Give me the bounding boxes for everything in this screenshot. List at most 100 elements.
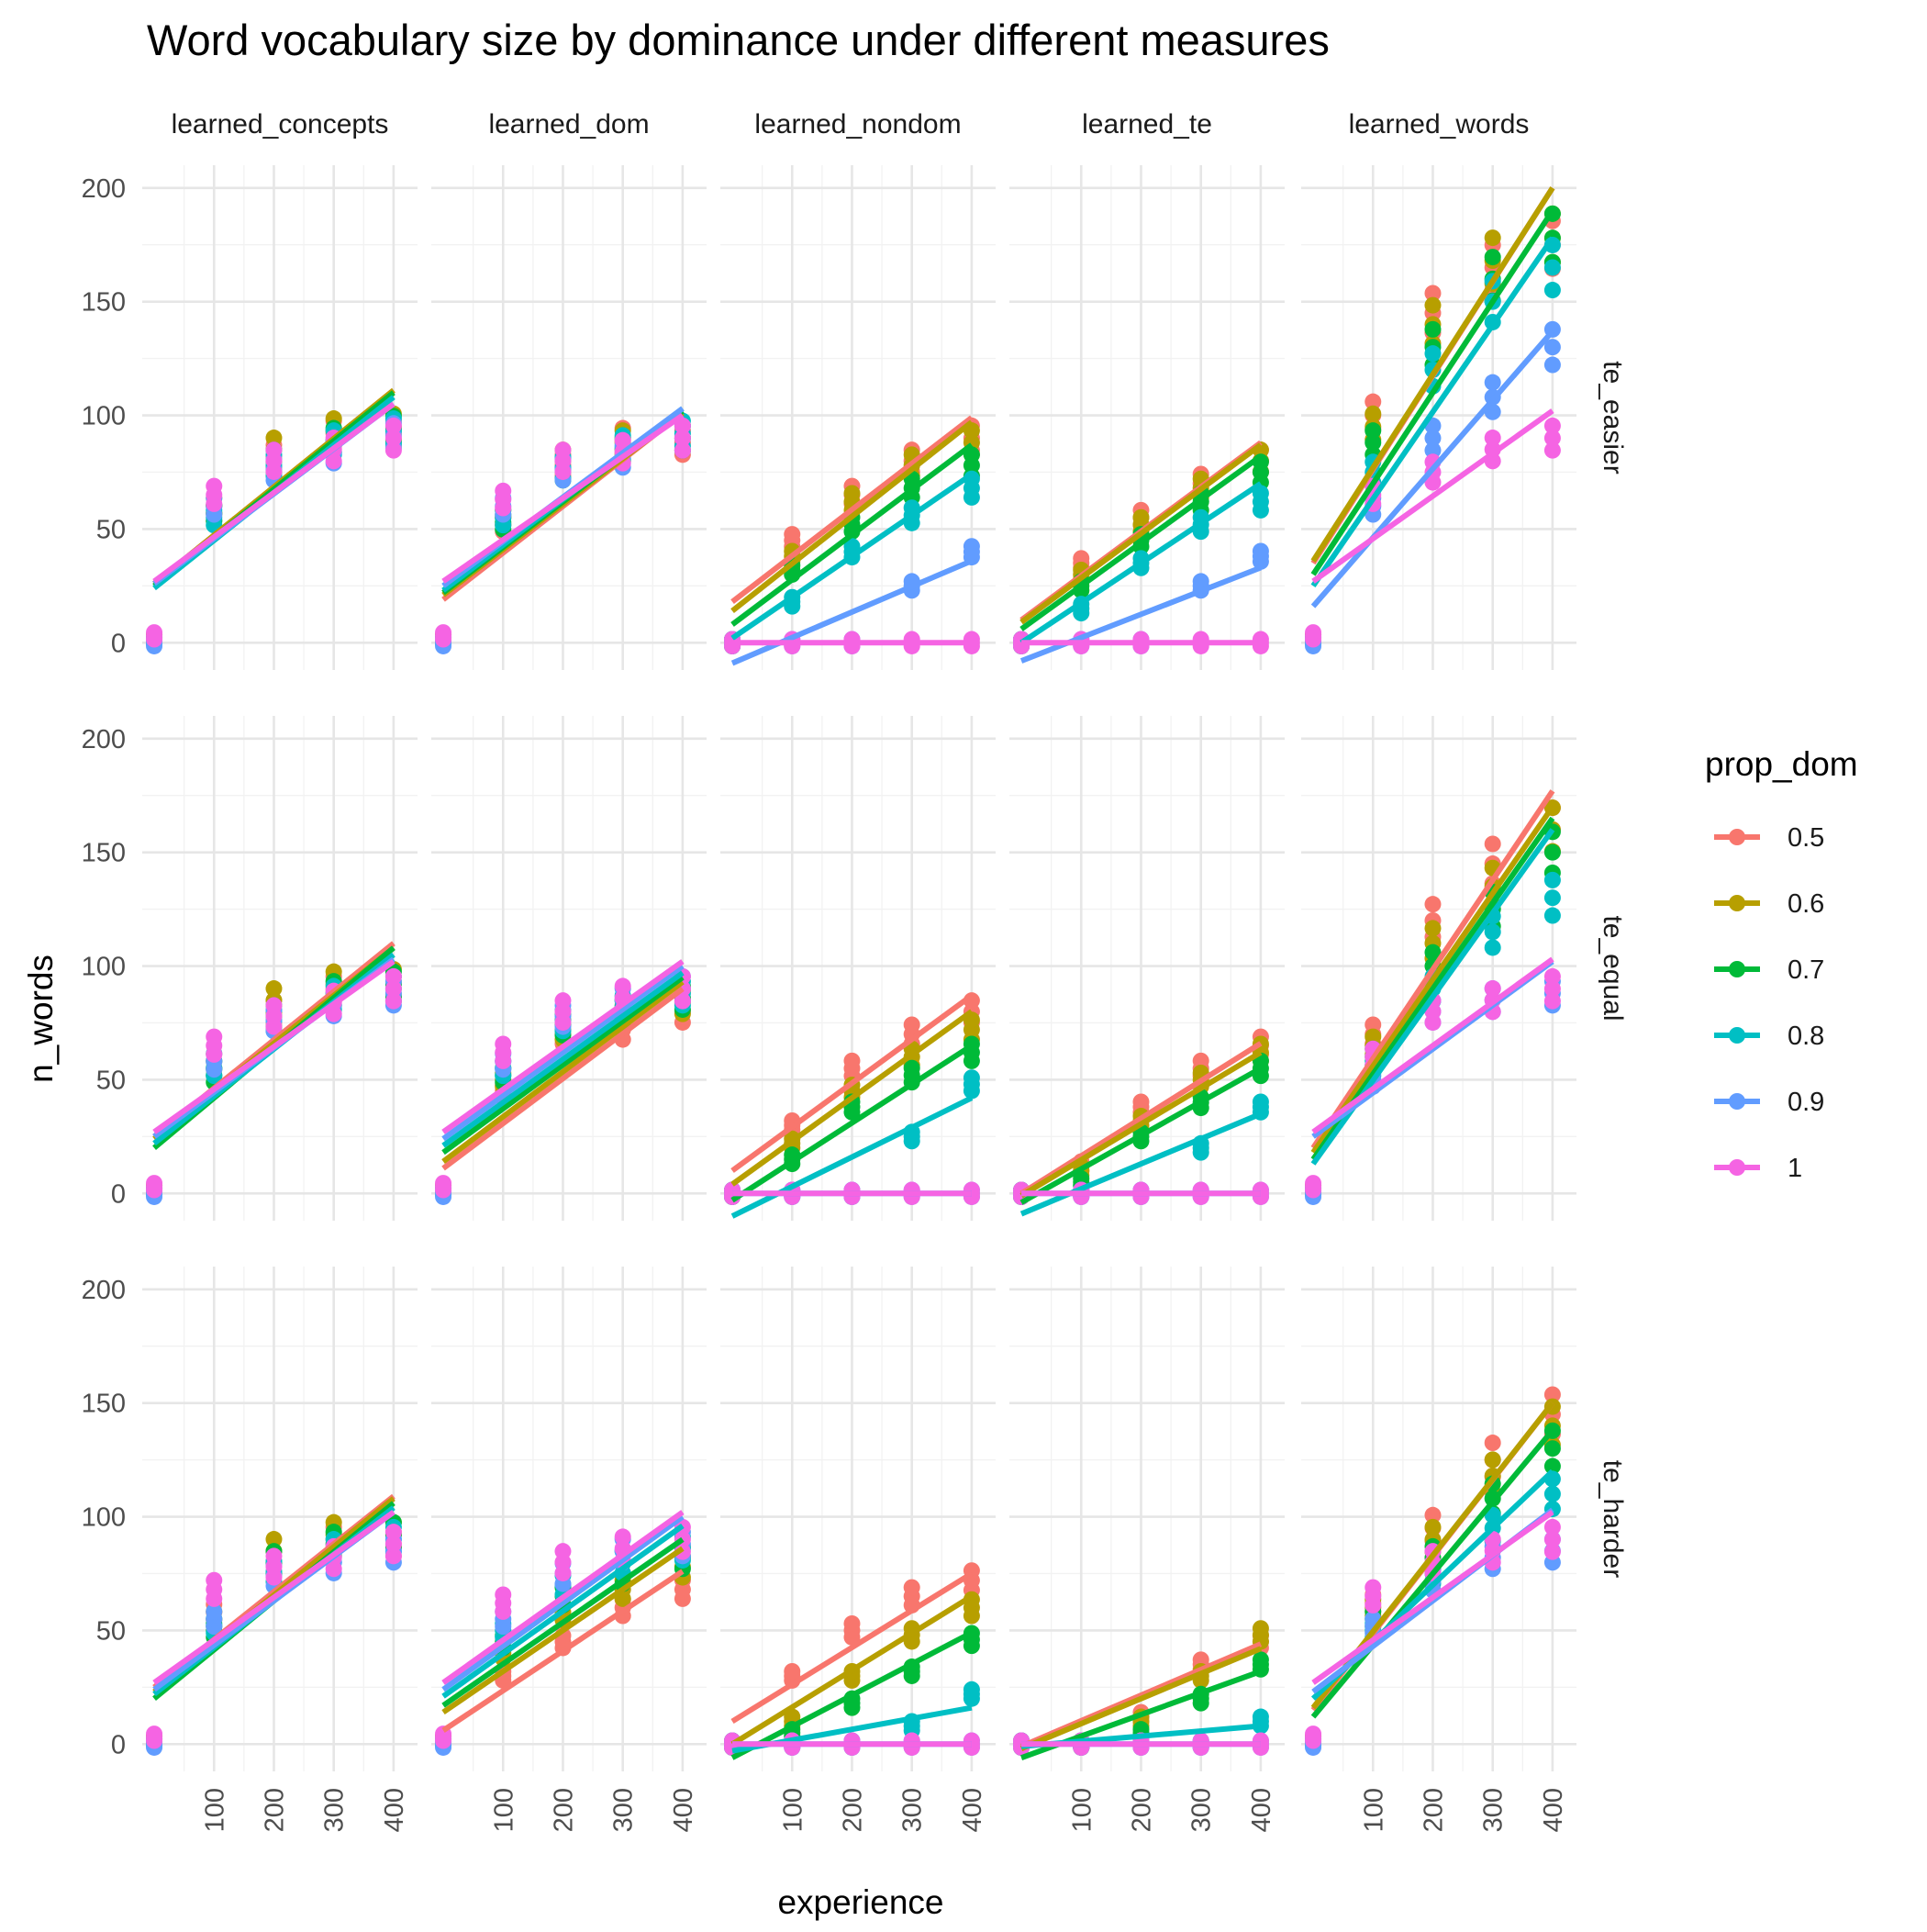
data-point — [384, 430, 402, 447]
fit-line-1 — [441, 959, 685, 1134]
strip-label-learned-dom: learned_dom — [488, 109, 649, 140]
panel-te_harder-learned_words — [1301, 1267, 1576, 1771]
data-point — [1252, 1708, 1269, 1725]
data-point — [1543, 843, 1561, 861]
data-point — [1543, 980, 1561, 998]
legend-label: 0.6 — [1788, 889, 1824, 919]
data-point — [674, 417, 691, 434]
legend-label: 0.5 — [1788, 823, 1824, 853]
x-tick-label: 200 — [1419, 1788, 1448, 1832]
data-point — [1543, 992, 1561, 1010]
fit-line-0-7 — [1019, 1066, 1263, 1205]
strip-label-learned-concepts: learned_concepts — [172, 109, 389, 140]
y-tick-label: 150 — [82, 839, 126, 868]
legend-label: 0.9 — [1788, 1088, 1824, 1117]
data-point — [495, 1586, 512, 1603]
y-tick-label: 150 — [82, 1390, 126, 1419]
data-point — [435, 624, 452, 642]
data-point — [384, 980, 402, 998]
fit-line-0-6 — [1310, 805, 1555, 1155]
panel-te_harder-learned_dom — [431, 1267, 707, 1771]
panel-te_equal-learned_dom — [431, 716, 707, 1221]
panel-te_harder-learned_nondom — [720, 1267, 996, 1771]
y-tick-label: 50 — [96, 1616, 126, 1646]
data-point — [1364, 1028, 1382, 1045]
data-point — [1424, 1518, 1442, 1536]
panel-te_equal-learned_words — [1301, 716, 1576, 1221]
data-point — [1424, 896, 1442, 913]
data-point — [1424, 430, 1442, 447]
data-point — [206, 477, 223, 495]
legend-label: 0.7 — [1788, 955, 1824, 985]
data-point — [265, 980, 283, 998]
data-point — [1424, 944, 1442, 961]
fit-line-1 — [152, 1510, 395, 1685]
data-point — [265, 1547, 283, 1565]
panel-te_harder-learned_concepts — [142, 1267, 418, 1771]
fit-line-0-7 — [1310, 208, 1555, 576]
data-point — [1543, 889, 1561, 907]
x-tick-label: 100 — [489, 1788, 518, 1832]
fit-line-0-6 — [730, 419, 974, 613]
fit-line-1 — [152, 959, 395, 1134]
x-tick-label: 100 — [200, 1788, 229, 1832]
y-tick-label: 200 — [82, 1276, 126, 1305]
x-tick-label: 300 — [1187, 1788, 1217, 1832]
x-tick-label: 400 — [1247, 1788, 1276, 1832]
fit-line-1 — [441, 1510, 685, 1685]
data-point — [903, 1016, 920, 1033]
fit-line-0-6 — [730, 1009, 974, 1187]
data-point — [1252, 542, 1269, 560]
fit-line-0-9 — [441, 964, 685, 1142]
data-point — [674, 441, 691, 459]
x-tick-label: 400 — [958, 1788, 987, 1832]
fit-line-0-9 — [441, 1514, 685, 1692]
fit-line-0-8 — [441, 970, 685, 1148]
fit-line-0-7 — [730, 1630, 974, 1760]
legend: prop_dom 0.5 0.6 0.7 0.8 0.9 1 — [1705, 745, 1858, 1183]
panel-te_equal-learned_nondom — [720, 716, 996, 1221]
data-point — [1305, 624, 1322, 642]
fit-line-0-8 — [1310, 236, 1555, 588]
y-tick-label: 0 — [111, 1730, 126, 1759]
x-tick-label: 400 — [380, 1788, 409, 1832]
data-point — [265, 1531, 283, 1548]
fit-line-0-9 — [730, 558, 974, 666]
data-point — [843, 485, 861, 502]
data-point — [1364, 1016, 1382, 1033]
data-point — [146, 1725, 163, 1743]
data-point — [384, 992, 402, 1010]
data-point — [614, 977, 631, 995]
fit-line-1 — [1311, 1510, 1554, 1685]
data-point — [1543, 1485, 1561, 1502]
data-point — [1543, 339, 1561, 356]
data-point — [1364, 405, 1382, 422]
data-point — [384, 967, 402, 985]
data-point — [1484, 430, 1501, 447]
y-tick-label: 150 — [82, 288, 126, 318]
data-point — [1364, 393, 1382, 410]
data-point — [1252, 1620, 1269, 1637]
data-point — [1073, 1170, 1090, 1188]
data-point — [614, 1528, 631, 1546]
data-point — [1543, 967, 1561, 985]
fit-line-0-6 — [441, 1546, 685, 1715]
panel-te_easier-learned_dom — [431, 165, 707, 670]
data-point — [554, 441, 572, 459]
fit-line-0-7 — [1310, 1428, 1555, 1719]
data-point — [206, 1028, 223, 1045]
y-tick-label: 100 — [82, 402, 126, 431]
data-point — [1543, 1531, 1561, 1548]
data-point — [1543, 1457, 1561, 1475]
data-point — [784, 526, 801, 543]
data-point — [495, 1035, 512, 1053]
data-point — [1484, 374, 1501, 391]
data-point — [1364, 1579, 1382, 1596]
fit-line-0-5 — [441, 1569, 685, 1733]
panel-te_easier-learned_concepts — [142, 165, 418, 670]
data-point — [1543, 417, 1561, 434]
x-tick-label: 100 — [1359, 1788, 1388, 1832]
legend-label: 0.8 — [1788, 1022, 1824, 1051]
data-point — [1543, 871, 1561, 888]
